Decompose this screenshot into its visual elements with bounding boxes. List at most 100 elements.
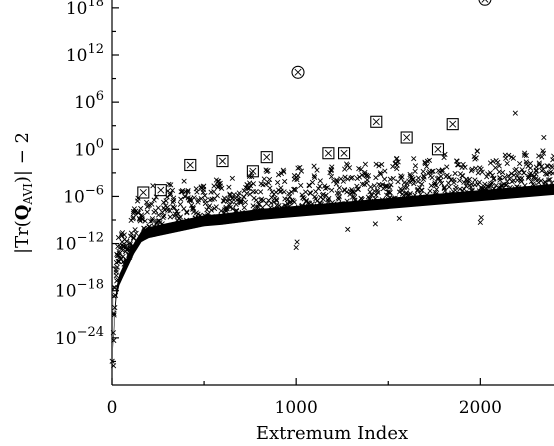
scatter-point — [514, 173, 520, 179]
scatter-point — [138, 205, 144, 212]
y-tick-label: 1012 — [66, 42, 104, 66]
scatter-point — [382, 168, 388, 174]
scatter-point — [519, 175, 525, 181]
scatter-point — [503, 182, 509, 188]
scatter-point — [294, 177, 300, 183]
scatter-point — [487, 160, 494, 166]
scatter-point — [521, 150, 528, 156]
marks-layer — [109, 0, 554, 369]
scatter-point — [489, 172, 496, 178]
scatter-point — [131, 235, 137, 242]
scatter-point — [303, 189, 309, 195]
scatter-point — [439, 168, 445, 174]
boxed-point — [400, 131, 413, 144]
scatter-point — [469, 187, 475, 193]
scatter-point — [345, 226, 351, 233]
scatter-point — [441, 154, 447, 161]
scatter-point — [410, 176, 416, 182]
scatter-point — [390, 175, 396, 182]
scatter-point — [430, 168, 436, 174]
scatter-point — [361, 181, 368, 188]
scatter-point — [112, 285, 118, 291]
scatter-point — [177, 201, 184, 207]
circled-point — [478, 0, 492, 6]
scatter-point — [433, 182, 439, 188]
scatter-point — [227, 204, 233, 211]
scatter-point — [179, 187, 186, 194]
scatter-point — [193, 186, 199, 192]
scatter-point — [283, 205, 289, 211]
scatter-point — [273, 197, 279, 203]
scatter-point — [497, 175, 503, 181]
scatter-point — [336, 185, 343, 191]
scatter-point — [484, 174, 490, 180]
scatter-point — [509, 178, 515, 185]
scatter-point — [359, 181, 366, 187]
scatter-point — [182, 193, 188, 199]
scatter-point — [311, 173, 317, 179]
scatter-point — [399, 174, 405, 180]
scatter-point — [293, 244, 299, 251]
scatter-point — [123, 259, 129, 265]
scatter-point — [521, 152, 528, 158]
scatter-point — [478, 215, 484, 221]
scatter-point — [419, 181, 425, 187]
scatter-point — [160, 199, 167, 206]
scatter-point — [373, 161, 379, 167]
scatter-point — [539, 163, 545, 169]
scatter-point — [278, 188, 284, 194]
scatter-point — [317, 178, 323, 184]
scatter-point — [123, 256, 129, 263]
scatter-point — [419, 194, 425, 200]
scatter-point — [333, 177, 340, 183]
scatter-point — [479, 169, 485, 175]
scatter-point — [135, 209, 141, 216]
scatter-point — [217, 183, 224, 189]
scatter-point — [371, 188, 378, 194]
scatter-point — [426, 157, 432, 163]
scatter-point — [208, 207, 214, 213]
scatter-point — [218, 212, 224, 219]
scatter-point — [404, 184, 410, 191]
scatter-point — [115, 235, 122, 241]
y-axis-label: |Tr(QAVI)| − 2 — [12, 132, 35, 254]
scatter-point — [311, 163, 317, 169]
boxed-point — [246, 165, 259, 178]
scatter-point — [298, 168, 305, 174]
scatter-point — [287, 193, 293, 200]
y-axis-label-pre: |Tr( — [12, 220, 33, 254]
scatter-point — [437, 177, 444, 184]
scatter-point — [213, 204, 219, 210]
scatter-point — [453, 184, 459, 190]
scatter-point — [297, 164, 303, 171]
scatter-point — [451, 179, 457, 186]
scatter-point — [139, 216, 145, 222]
scatter-point — [133, 230, 139, 236]
y-axis-label-sub: AVI — [21, 183, 35, 206]
scatter-point — [453, 158, 460, 164]
scatter-point — [167, 190, 174, 197]
scatter-point — [517, 187, 524, 193]
boxed-point — [370, 115, 383, 128]
scatter-point — [497, 177, 503, 183]
scatter-point — [206, 203, 213, 209]
scatter-point — [324, 185, 331, 191]
scatter-point — [540, 150, 547, 156]
scatter-point — [130, 214, 136, 220]
boxed-point — [216, 155, 229, 168]
scatter-point — [412, 192, 418, 198]
scatter-point — [329, 187, 335, 193]
scatter-point — [429, 174, 435, 181]
scatter-point — [325, 197, 331, 203]
scatter-point — [127, 233, 134, 239]
scatter-point — [314, 167, 320, 173]
scatter-point — [168, 182, 174, 188]
scatter-point — [233, 201, 239, 208]
scatter-point — [231, 191, 237, 198]
scatter-point — [381, 176, 388, 182]
scatter-point — [457, 186, 463, 192]
scatter-point — [171, 205, 178, 211]
scatter-point — [149, 216, 156, 222]
scatter-point — [286, 190, 292, 197]
y-axis-label-post: )| − 2 — [12, 132, 33, 183]
